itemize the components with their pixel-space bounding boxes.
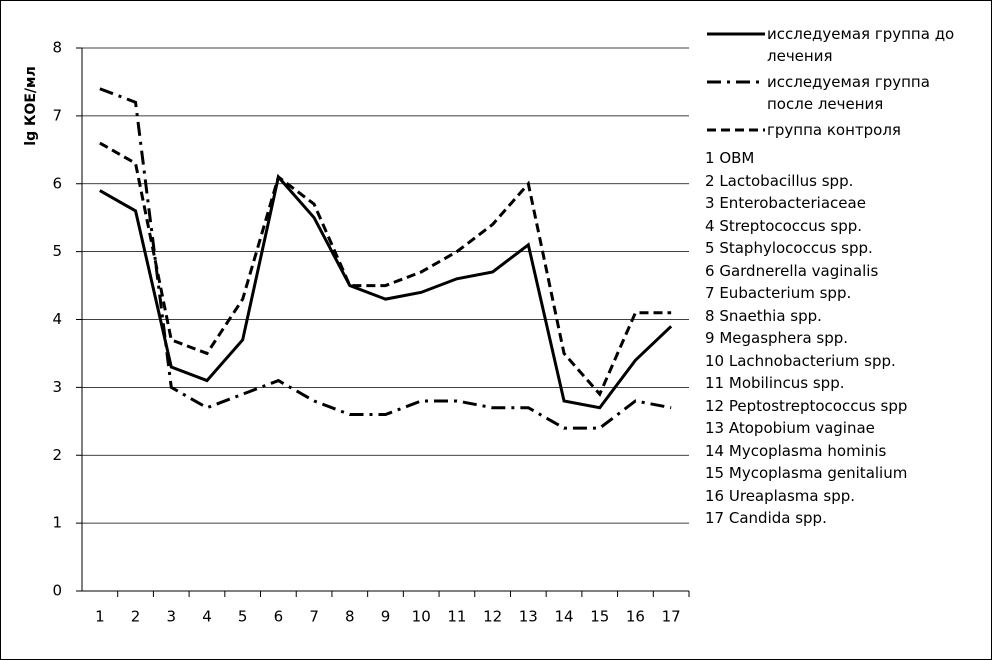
x-tick-label: 8 <box>345 608 355 626</box>
series-line <box>99 173 673 410</box>
category-name: Mycoplasma hominis <box>728 441 887 460</box>
category-number: 7 <box>705 284 715 302</box>
category-item: 3 Enterobacteriaceae <box>705 192 990 215</box>
y-axis-label: lg КОЕ/мл <box>23 66 39 145</box>
category-item: 11 Mobilincus spp. <box>705 372 990 395</box>
legend-item: исследуемая группа до лечения <box>705 23 990 67</box>
series-line <box>99 87 672 430</box>
category-number: 17 <box>705 509 725 527</box>
category-item: 15 Mycoplasma genitalium <box>705 462 990 485</box>
x-tick-label: 16 <box>626 608 645 626</box>
category-name: Eubacterium spp. <box>719 284 852 302</box>
category-number: 14 <box>705 441 725 460</box>
legend-label: исследуемая группа после лечения <box>767 73 930 113</box>
category-number: 12 <box>705 396 725 415</box>
legend-label: исследуемая группа до лечения <box>767 25 955 65</box>
category-number: 8 <box>705 306 715 325</box>
x-tick-label: 6 <box>274 608 284 626</box>
category-number: 9 <box>705 329 715 347</box>
y-tick-label: 1 <box>52 514 62 532</box>
category-number: 5 <box>705 239 715 257</box>
series-line <box>99 141 672 397</box>
category-name: ОВМ <box>719 149 755 167</box>
legend-swatch <box>707 80 765 84</box>
x-tick-label: 11 <box>447 608 466 626</box>
category-name: Megasphera spp. <box>719 329 849 347</box>
category-item: 12 Peptostreptococcus spp <box>705 395 990 418</box>
x-tick-label: 3 <box>166 608 176 626</box>
y-tick-label: 4 <box>52 310 62 328</box>
category-name: Staphylococcus spp. <box>719 239 873 257</box>
x-tick-label: 17 <box>662 608 681 626</box>
x-tick-label: 7 <box>309 608 319 626</box>
legend-label: группа контроля <box>767 121 901 139</box>
category-name: Mobilincus spp. <box>728 374 845 392</box>
category-list: 1 ОВМ 2 Lactobacillus spp. 3 Enterobacteri… <box>705 147 990 530</box>
x-tick-label: 12 <box>483 608 502 626</box>
legend-swatch <box>707 32 765 36</box>
category-number: 2 <box>705 171 715 190</box>
x-tick-label: 5 <box>238 608 248 626</box>
category-name: Lactobacillus spp. <box>719 171 854 190</box>
category-name: Peptostreptococcus spp <box>728 396 908 415</box>
y-tick-label: 8 <box>52 39 62 57</box>
category-item: 10 Lachnobacterium spp. <box>705 350 990 373</box>
y-tick-label: 2 <box>52 446 62 464</box>
y-tick-label: 0 <box>52 582 62 600</box>
category-name: Snaethia spp. <box>719 306 822 325</box>
y-tick-label: 7 <box>52 106 62 124</box>
x-tick-label: 9 <box>381 608 391 626</box>
category-number: 15 <box>705 464 725 482</box>
category-number: 3 <box>705 194 715 212</box>
category-item: 17 Candida spp. <box>705 507 990 530</box>
x-tick-label: 4 <box>202 608 212 626</box>
category-name: Atopobium vaginae <box>728 419 875 437</box>
x-tick-label: 15 <box>590 608 609 626</box>
legend-item: исследуемая группа после лечения <box>705 71 990 115</box>
legend-item: группа контроля <box>705 119 990 141</box>
category-item: 2 Lactobacillus spp. <box>705 170 990 193</box>
x-tick-label: 13 <box>519 608 538 626</box>
category-item: 13 Atopobium vaginae <box>705 417 990 440</box>
category-item: 1 ОВМ <box>705 147 990 170</box>
category-item: 4 Streptococcus spp. <box>705 215 990 238</box>
category-number: 1 <box>705 149 715 167</box>
category-number: 4 <box>705 216 715 235</box>
category-name: Lachnobacterium spp. <box>728 351 896 370</box>
y-tick-label: 6 <box>52 174 62 192</box>
x-tick-label: 2 <box>131 608 141 626</box>
category-name: Candida spp. <box>728 509 827 527</box>
category-item: 9 Megasphera spp. <box>705 327 990 350</box>
category-item: 16 Ureaplasma spp. <box>705 485 990 508</box>
category-item: 14 Mycoplasma hominis <box>705 440 990 463</box>
category-item: 6 Gardnerella vaginalis <box>705 260 990 283</box>
category-number: 6 <box>705 261 715 280</box>
category-name: Streptococcus spp. <box>719 216 863 235</box>
category-name: Ureaplasma spp. <box>728 486 856 505</box>
category-name: Enterobacteriaceae <box>719 194 866 212</box>
y-tick-label: 3 <box>52 378 62 396</box>
legend: исследуемая группа до лечения исследуемая… <box>705 23 990 530</box>
x-tick-label: 10 <box>412 608 431 626</box>
category-number: 16 <box>705 486 725 505</box>
category-name: Gardnerella vaginalis <box>719 261 879 280</box>
y-tick-label: 5 <box>52 242 62 260</box>
category-item: 7 Eubacterium spp. <box>705 282 990 305</box>
category-number: 11 <box>705 374 725 392</box>
category-number: 13 <box>705 419 725 437</box>
category-item: 8 Snaethia spp. <box>705 305 990 328</box>
category-name: Mycoplasma genitalium <box>728 464 908 482</box>
x-tick-label: 14 <box>554 608 573 626</box>
legend-swatch <box>707 128 765 132</box>
category-item: 5 Staphylococcus spp. <box>705 237 990 260</box>
category-number: 10 <box>705 351 725 370</box>
x-tick-label: 1 <box>95 608 105 626</box>
